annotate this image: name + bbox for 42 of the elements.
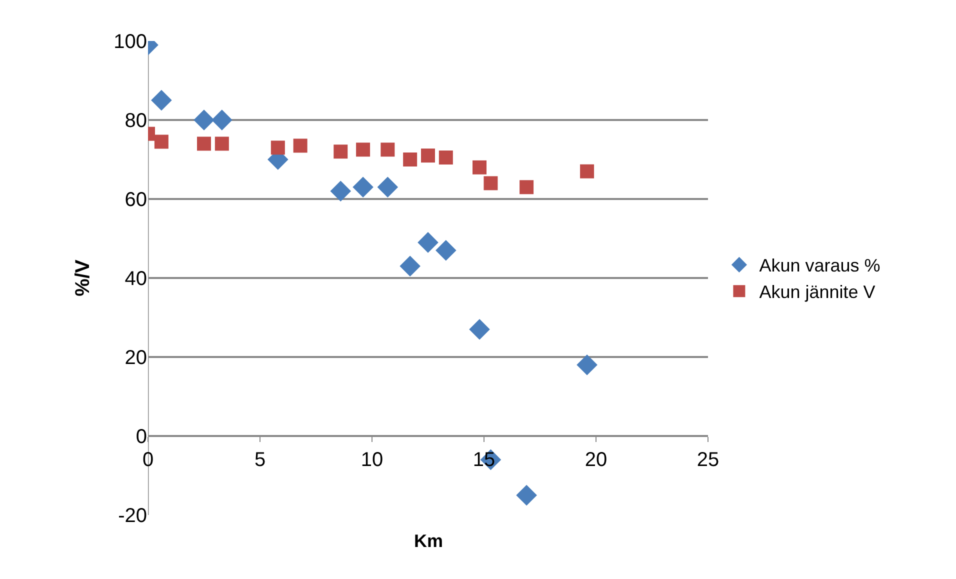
point (352, 176, 374, 198)
point (154, 134, 168, 149)
point (270, 140, 285, 155)
y-tick-label: 100 (114, 31, 147, 53)
point (330, 180, 352, 202)
point (472, 160, 487, 174)
point (151, 90, 172, 111)
point (438, 150, 453, 165)
x-tick-label: 20 (584, 448, 608, 471)
x-tick-label: 5 (254, 448, 266, 471)
point (356, 142, 370, 157)
point (580, 164, 594, 178)
point (421, 148, 435, 163)
point (403, 152, 418, 166)
legend-label: Akun jännite V (759, 282, 876, 302)
point (293, 138, 308, 153)
point (214, 136, 229, 151)
point (380, 142, 395, 157)
y-tick-label: 40 (124, 268, 147, 290)
point (520, 180, 534, 194)
point (576, 354, 598, 376)
point (197, 136, 211, 151)
y-axis-title: %/V (72, 259, 94, 296)
point (334, 144, 348, 159)
y-tick-label: 80 (124, 110, 147, 132)
point (484, 176, 498, 190)
x-tick-label: 25 (696, 448, 720, 471)
point (436, 240, 456, 261)
y-tick-label: 60 (124, 189, 147, 211)
x-tick-label: 10 (360, 448, 384, 471)
point (194, 110, 214, 130)
legend-label: Akun varaus % (759, 256, 880, 276)
point (418, 232, 438, 253)
x-axis-title: Km (414, 531, 444, 551)
point (400, 256, 420, 277)
point (469, 318, 490, 340)
y-tick-label: 0 (136, 426, 147, 448)
point (212, 110, 232, 130)
point (516, 484, 537, 506)
y-tick-label: -20 (118, 505, 147, 527)
y-tick-label: 20 (124, 347, 147, 369)
point (377, 176, 398, 198)
